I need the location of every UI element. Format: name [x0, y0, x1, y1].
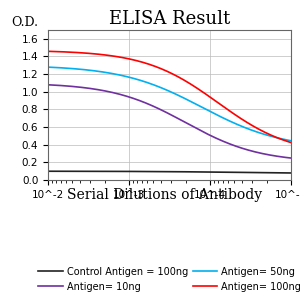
Text: O.D.: O.D.: [12, 16, 39, 28]
Title: ELISA Result: ELISA Result: [109, 11, 230, 28]
Text: Serial Dilutions of Antibody: Serial Dilutions of Antibody: [68, 188, 262, 202]
Legend: Control Antigen = 100ng, Antigen= 10ng, Antigen= 50ng, Antigen= 100ng: Control Antigen = 100ng, Antigen= 10ng, …: [34, 263, 300, 296]
